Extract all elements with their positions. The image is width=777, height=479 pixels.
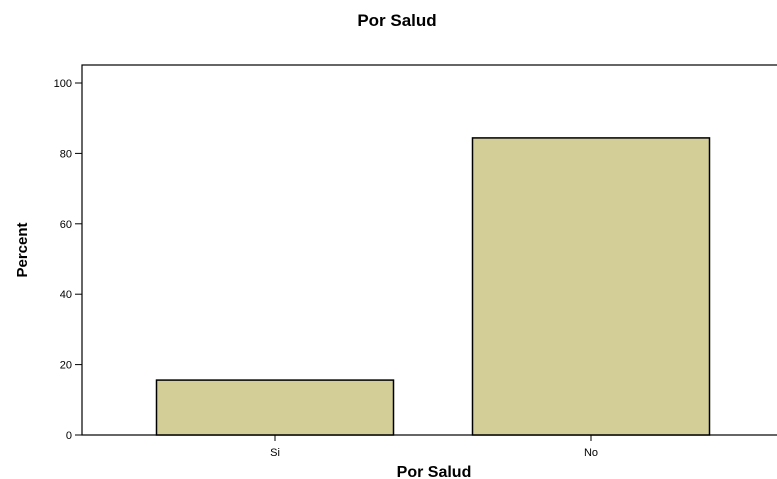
y-tick-label: 20 [60,360,72,372]
y-tick-label: 0 [66,430,72,442]
plot-frame [81,64,777,436]
x-tick-label: Si [270,447,280,459]
y-axis: 0 20 40 60 80 100 [54,78,82,442]
y-axis-label: Percent [14,222,31,277]
y-tick-label: 80 [60,148,72,160]
bar-no [471,137,711,436]
x-tick-label: No [584,447,598,459]
x-axis-label: Por Salud [397,464,472,479]
y-tick-label: 40 [60,289,72,301]
bar-si [155,379,395,436]
x-axis: Si No [270,435,598,459]
bars [155,137,711,436]
chart-title: Por Salud [357,11,436,30]
y-tick-label: 100 [54,78,72,90]
y-tick-label: 60 [60,219,72,231]
